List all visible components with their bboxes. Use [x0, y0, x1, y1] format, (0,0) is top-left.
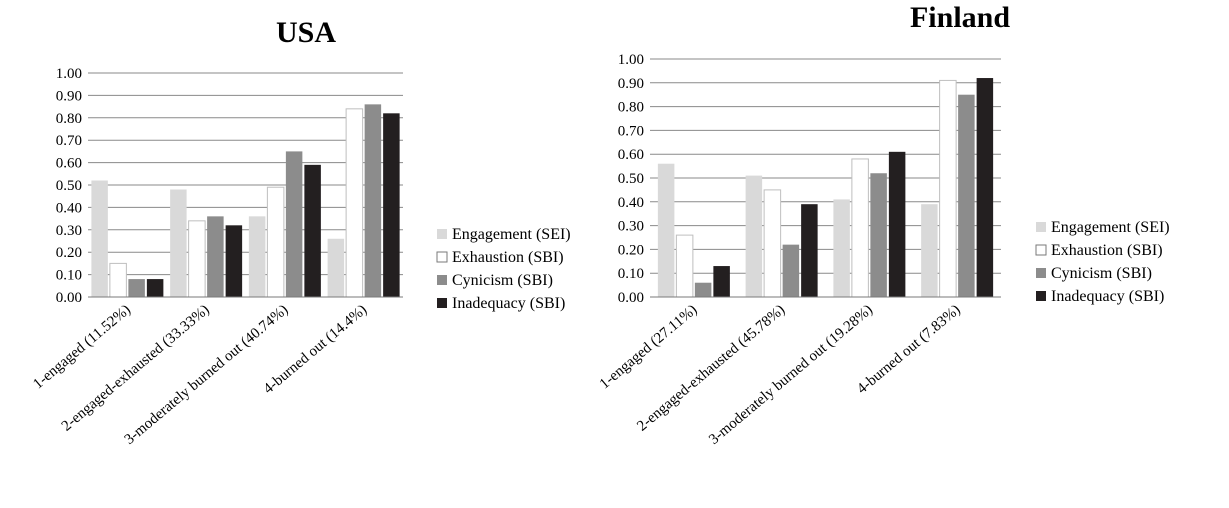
y-tick-label: 0.80 [56, 111, 82, 127]
y-tick-label: 0.40 [618, 195, 644, 211]
bar-inadequacy-sbi [888, 151, 906, 297]
y-tick-label: 0.30 [618, 219, 644, 235]
legend-swatch [436, 251, 448, 263]
x-category-label: 3-moderately burned out (40.74%) [122, 302, 292, 448]
bar-engagement-sei [327, 238, 345, 297]
y-tick-label: 0.20 [56, 245, 82, 261]
bar-cynicism-sbi [207, 216, 224, 297]
legend-swatch [1035, 244, 1047, 256]
y-tick-label: 0.10 [56, 268, 82, 284]
legend-swatch [437, 229, 447, 239]
y-tick-label: 1.00 [56, 66, 82, 82]
bar-exhaustion-sbi [188, 220, 206, 298]
y-tick-label: 0.50 [56, 178, 82, 194]
bar-engagement-sei [745, 175, 763, 297]
bar-engagement-sei [833, 199, 850, 297]
y-tick-label: 0.60 [618, 147, 644, 163]
y-tick-label: 0.10 [618, 266, 644, 282]
chart-title: USA [276, 16, 336, 49]
legend-label: Inadequacy (SBI) [452, 295, 565, 312]
y-tick-label: 0.70 [618, 123, 644, 139]
bar-inadequacy-sbi [976, 78, 994, 297]
bar-engagement-sei [657, 163, 675, 297]
bar-exhaustion-sbi [266, 186, 285, 298]
bar-inadequacy-sbi [713, 266, 730, 297]
legend-label: Inadequacy (SBI) [1051, 288, 1164, 305]
legend-swatch [437, 298, 447, 308]
legend-label: Engagement (SEI) [452, 226, 571, 243]
bar-engagement-sei [921, 204, 938, 297]
y-tick-label: 0.00 [618, 290, 644, 306]
legend-swatch [1036, 268, 1046, 278]
bar-exhaustion-sbi [939, 79, 957, 298]
legend-label: Cynicism (SBI) [452, 272, 553, 289]
bar-cynicism-sbi [285, 151, 303, 297]
x-category-label: 2-engaged-exhausted (33.33%) [59, 302, 213, 435]
y-tick-label: 0.50 [618, 171, 644, 187]
bar-exhaustion-sbi [851, 158, 869, 298]
bar-exhaustion-sbi [109, 262, 127, 298]
legend-label: Exhaustion (SBI) [1051, 242, 1163, 259]
y-tick-label: 0.20 [618, 242, 644, 258]
bar-cynicism-sbi [958, 94, 975, 297]
bar-exhaustion-sbi [675, 234, 694, 298]
legend-label: Exhaustion (SBI) [452, 249, 564, 266]
legend-label: Engagement (SEI) [1051, 219, 1170, 236]
y-tick-label: 0.80 [618, 100, 644, 116]
y-tick-label: 1.00 [618, 52, 644, 68]
bar-inadequacy-sbi [304, 164, 321, 297]
bar-exhaustion-sbi [345, 108, 364, 298]
bar-engagement-sei [91, 180, 108, 297]
y-tick-label: 0.30 [56, 223, 82, 239]
x-category-label: 2-engaged-exhausted (45.78%) [634, 302, 788, 435]
bar-exhaustion-sbi [763, 189, 782, 298]
bar-engagement-sei [170, 189, 187, 297]
bar-inadequacy-sbi [225, 225, 243, 297]
bar-engagement-sei [248, 216, 266, 297]
legend-swatch [1036, 222, 1046, 232]
bar-cynicism-sbi [128, 279, 145, 297]
bar-cynicism-sbi [364, 104, 382, 297]
bar-cynicism-sbi [694, 282, 712, 297]
usa-chart: USA 0.00 0.10 0.20 0.30 0.40 0.50 0.60 0.70 0.80 0… [30, 16, 570, 448]
bar-inadequacy-sbi [146, 279, 164, 297]
y-tick-label: 0.70 [56, 133, 82, 149]
bar-cynicism-sbi [870, 173, 887, 297]
legend-label: Cynicism (SBI) [1051, 265, 1152, 282]
y-tick-label: 0.00 [56, 290, 82, 306]
y-tick-label: 0.90 [618, 76, 644, 92]
bar-cynicism-sbi [782, 244, 800, 297]
y-tick-label: 0.60 [56, 156, 82, 172]
y-tick-label: 0.90 [56, 88, 82, 104]
y-tick-label: 0.40 [56, 200, 82, 216]
finland-chart: Finland 0.00 0.10 0.20 0.30 0.40 0.50 0.60 0.70 0… [597, 1, 1170, 448]
legend-swatch [437, 275, 447, 285]
bar-inadequacy-sbi [383, 113, 400, 297]
x-category-label: 3-moderately burned out (19.28%) [706, 302, 876, 448]
bar-inadequacy-sbi [801, 204, 818, 297]
chart-title: Finland [910, 1, 1010, 34]
legend-swatch [1036, 291, 1046, 301]
